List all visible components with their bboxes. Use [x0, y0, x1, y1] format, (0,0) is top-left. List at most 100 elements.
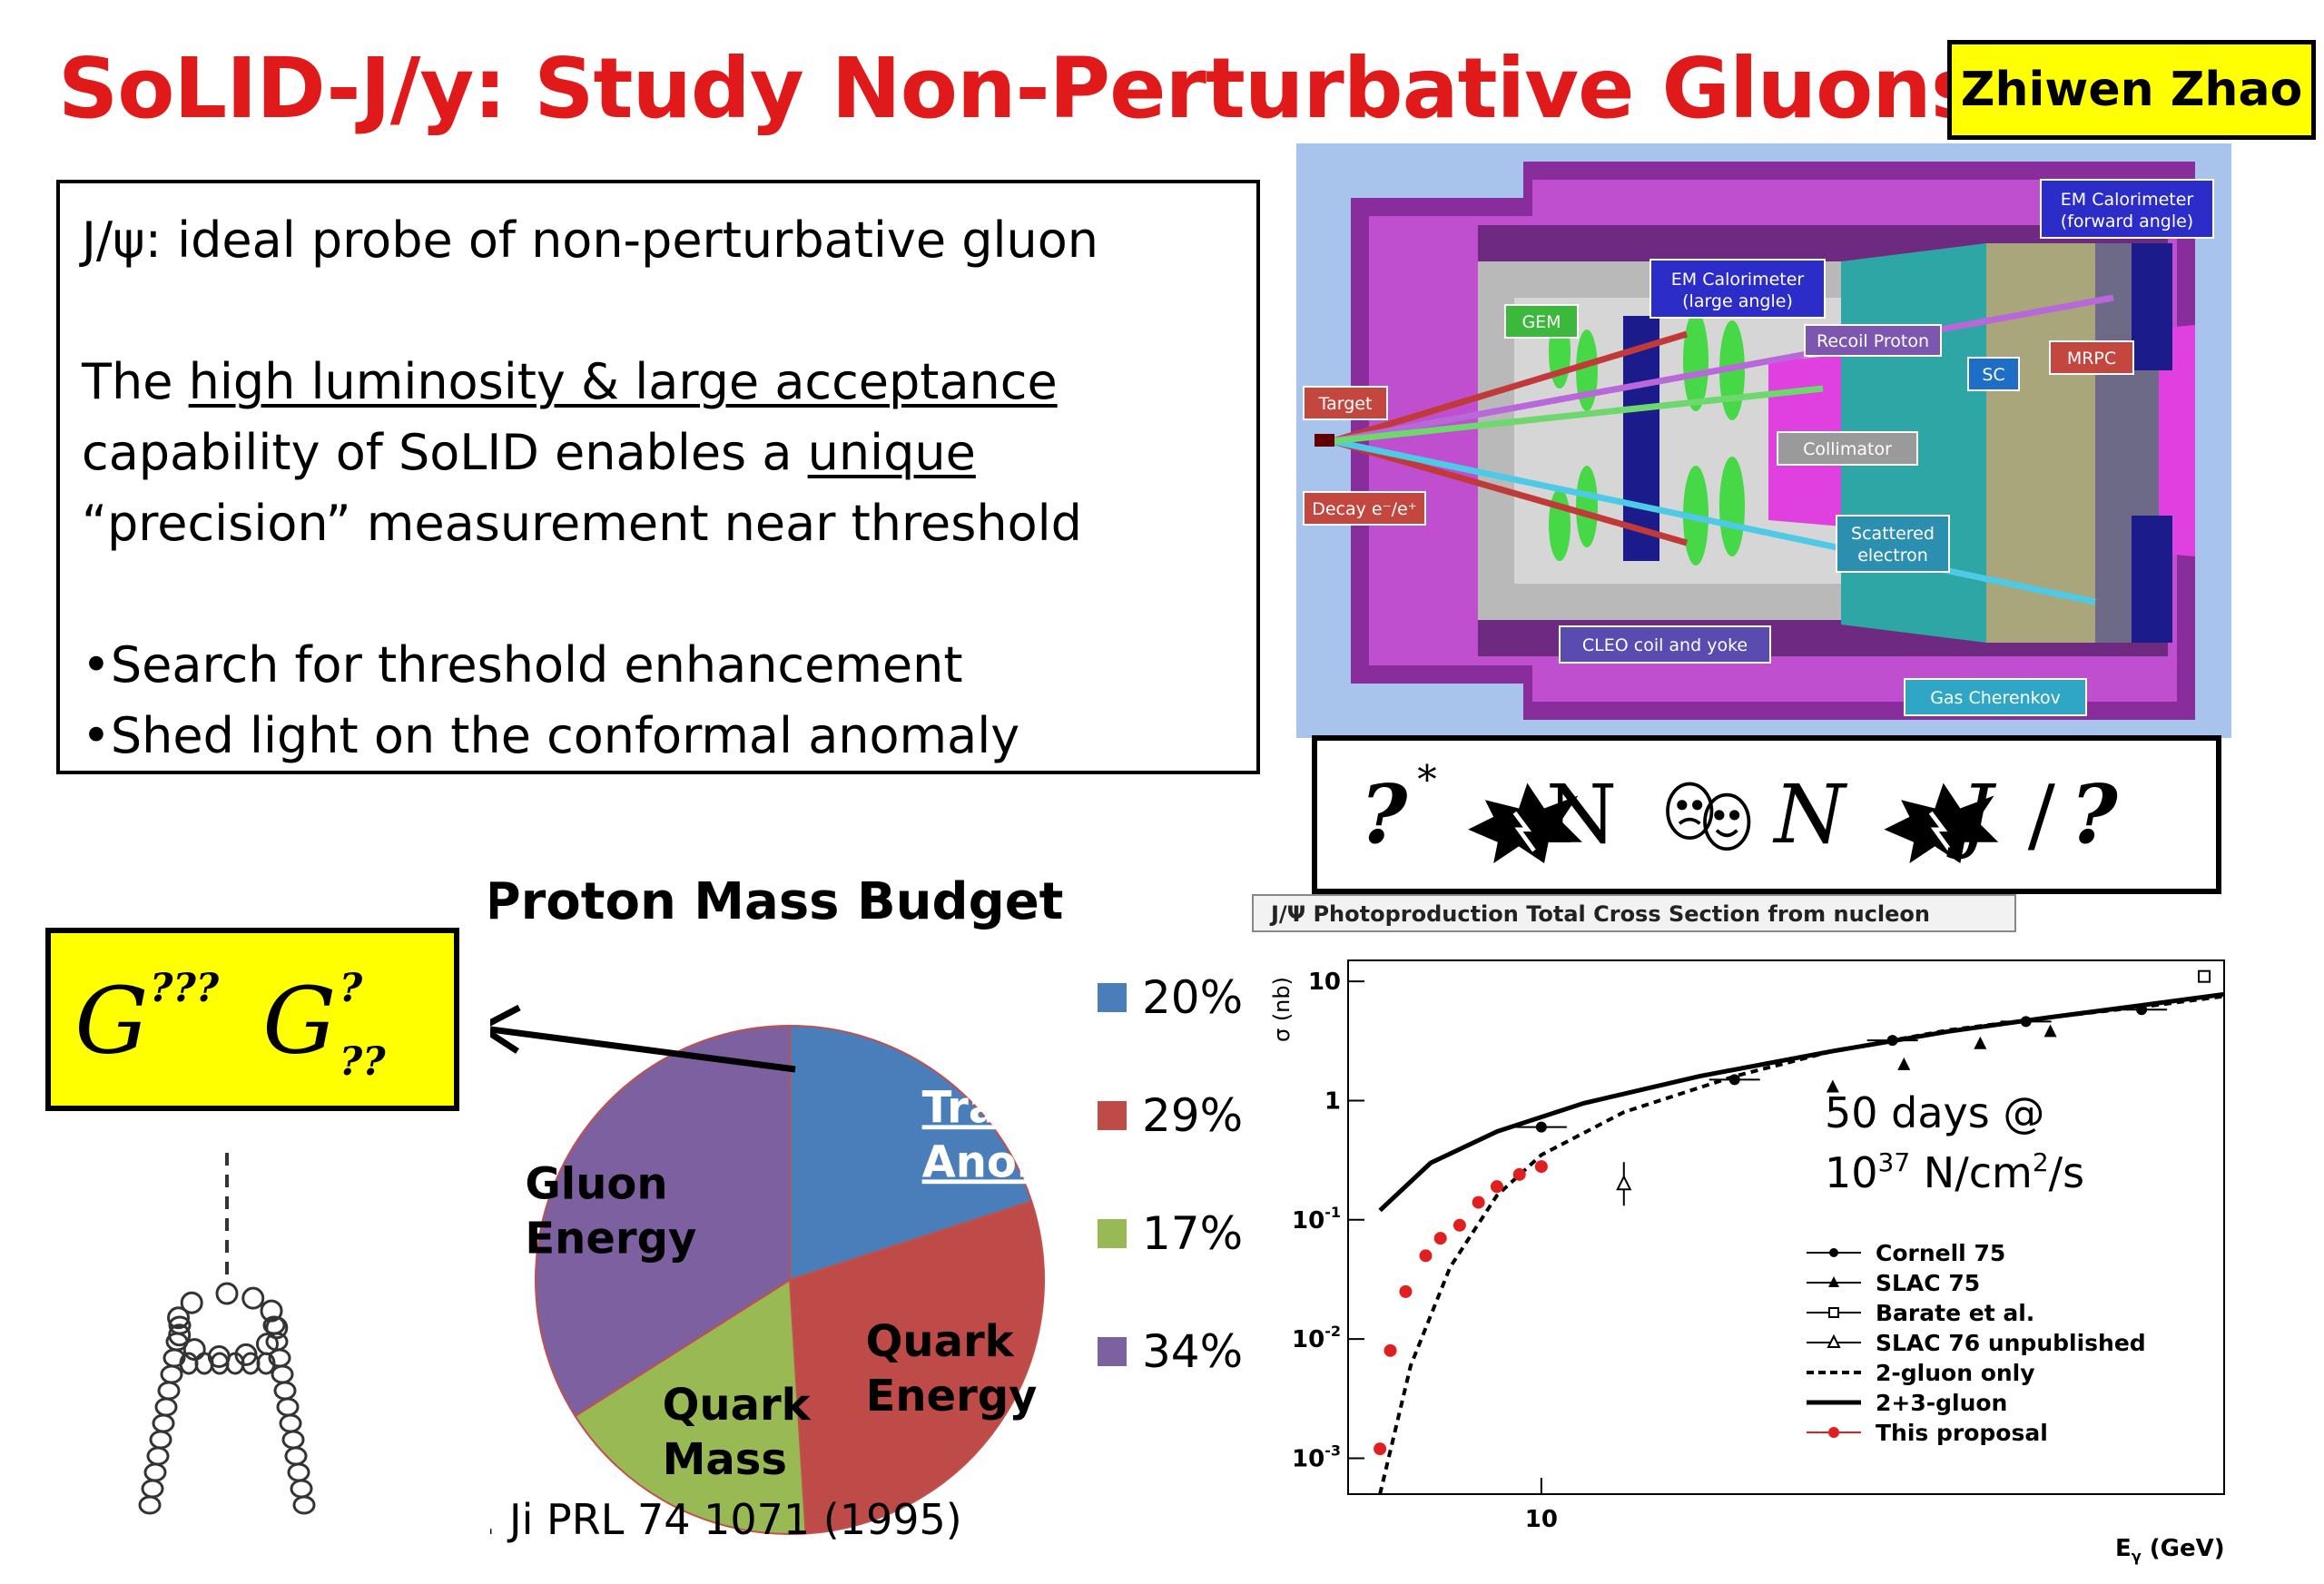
probe-line: J/ψ: ideal probe of non-perturbative glu… — [82, 212, 1098, 269]
bullet-anomaly: •Shed light on the conformal anomaly — [82, 707, 1020, 764]
pie-label-trace-anomaly-1: Anomaly — [922, 1136, 1135, 1187]
label-mrpc: MRPC — [2067, 349, 2116, 369]
pie-label-gluon-energy-1: Energy — [525, 1213, 696, 1264]
legend-label-2-gluon-only: 2-gluon only — [1876, 1360, 2035, 1386]
point-this-proposal-4 — [1433, 1232, 1447, 1245]
label-sc: SC — [1982, 365, 2004, 385]
legend-label-2-3-gluon: 2+3-gluon — [1876, 1390, 2007, 1416]
gluon-operator-box: G ??? G ? ?? — [45, 928, 459, 1111]
pie-label-quark-energy-1: Energy — [866, 1371, 1038, 1422]
legend-pct-3: 34% — [1142, 1325, 1243, 1378]
slide-title: SoLID-J/y: Study Non-Perturbative Gluons — [58, 40, 1981, 137]
point-this-proposal-5 — [1452, 1218, 1466, 1232]
capability-line: capability of SoLID enables a unique — [82, 418, 1235, 488]
legend-swatch-0 — [1096, 981, 1128, 1014]
ytick-label-1: 1 — [1324, 1087, 1341, 1115]
label-gem: GEM — [1521, 312, 1561, 332]
point-this-proposal-8 — [1512, 1167, 1526, 1181]
ytick-label-4: 10-3 — [1292, 1441, 1341, 1472]
legend-marker-slac-76-unpublished — [1827, 1333, 1841, 1348]
luminosity-underlined: high luminosity & large acceptance — [188, 353, 1058, 410]
virtual-star: * — [1417, 758, 1436, 803]
operator-g1: G — [74, 968, 148, 1075]
jpsi-cross-section-plot: J/Ψ Photoproduction Total Cross Section … — [1252, 894, 2225, 1565]
point-this-proposal-1 — [1384, 1343, 1397, 1357]
legend-pct-2: 17% — [1142, 1207, 1243, 1260]
theater-masks-icon — [1666, 782, 1751, 851]
point-this-proposal-7 — [1490, 1180, 1503, 1194]
point-this-proposal-2 — [1399, 1284, 1413, 1298]
bullet-threshold: •Search for threshold enhancement — [82, 636, 963, 694]
point-slac-75-0 — [1826, 1079, 1839, 1093]
xtick-label: 10 — [1525, 1506, 1558, 1533]
legend-label-cornell-75: Cornell 75 — [1876, 1240, 2005, 1266]
label-recoil-proton: Recoil Proton — [1817, 331, 1929, 351]
x-axis-label-unit: (GeV) — [2142, 1535, 2225, 1562]
pointer-arrow-line — [490, 1026, 796, 1073]
pointer-arrow-head-icon — [490, 1004, 521, 1054]
anno-exp: 37 — [1878, 1147, 1911, 1177]
precision-line: “precision” measurement near threshold — [82, 495, 1082, 552]
x-axis-label-e: E — [2115, 1535, 2132, 1562]
anno-exp2: 2 — [2033, 1147, 2049, 1177]
point-this-proposal-6 — [1472, 1195, 1485, 1209]
plot-header: J/Ψ Photoproduction Total Cross Section … — [1269, 901, 1930, 927]
reaction-equation: ? * N N J / ? — [1312, 735, 2221, 894]
point-barate-et-al--0 — [2198, 969, 2211, 983]
point-cornell-75-0 — [1535, 1121, 1547, 1133]
y-axis-label: σ (nb) — [1269, 977, 1295, 1042]
pie-citation: X. Ji PRL 74 1071 (1995) — [490, 1495, 962, 1544]
label-cherenkov: Gas Cherenkov — [1930, 688, 2061, 708]
psi-symbol: ? — [2070, 767, 2119, 862]
operator-sub2: ?? — [340, 1038, 386, 1085]
summary-textbox: J/ψ: ideal probe of non-perturbative glu… — [56, 180, 1260, 774]
legend-pct-0: 20% — [1142, 971, 1243, 1024]
point-slac-75-1 — [1897, 1057, 1911, 1070]
plot-frame — [1347, 959, 2225, 1495]
author-badge: Zhiwen Zhao — [1947, 40, 2316, 140]
arrow-glyph-1-icon — [1468, 782, 1582, 864]
ytick-label-2: 10-1 — [1292, 1204, 1341, 1235]
point-slac-76-unpublished-0 — [1616, 1175, 1632, 1191]
label-collimator: Collimator — [1803, 439, 1892, 459]
legend-marker-barate-et-al- — [1828, 1307, 1839, 1318]
pie-label-quark-mass-0: Quark — [663, 1380, 812, 1431]
gluon-coil-path — [138, 1282, 316, 1515]
gamma-symbol: ? — [1360, 767, 1409, 862]
operator-sup1: ??? — [150, 965, 220, 1011]
anno-post: /s — [2049, 1148, 2084, 1197]
point-cornell-75-3 — [2020, 1016, 2032, 1028]
slash-symbol: / — [2028, 768, 2056, 862]
nucleon-1: N — [1546, 768, 1617, 862]
x-axis-label: Eγ (GeV) — [2115, 1535, 2225, 1565]
pie-slice-quark-mass — [574, 1278, 807, 1535]
pie-label-quark-mass-1: Mass — [663, 1434, 787, 1485]
point-cornell-75-2 — [1886, 1035, 1898, 1047]
nucleon-2: N — [1772, 768, 1847, 862]
legend-marker-slac-75 — [1828, 1276, 1839, 1287]
luminosity-annotation-2: 1037 N/cm2/s — [1825, 1147, 2084, 1197]
point-this-proposal-0 — [1374, 1442, 1387, 1456]
x-axis-label-sub: γ — [2132, 1548, 2142, 1565]
pie-label-quark-energy-0: Quark — [866, 1316, 1015, 1367]
legend-label-slac-76-unpublished: SLAC 76 unpublished — [1876, 1330, 2146, 1356]
point-slac-75-3 — [2043, 1024, 2057, 1038]
luminosity-annotation-1: 50 days @ — [1825, 1088, 2044, 1137]
anno-mid: N/cm — [1910, 1148, 2033, 1197]
label-decay: Decay e⁻/e⁺ — [1312, 499, 1417, 519]
ytick-label-3: 10-2 — [1292, 1323, 1341, 1353]
proton-mass-pie-chart: Proton Mass Budget TraceAnomalyQuarkEner… — [490, 872, 1243, 1544]
arrow-glyph-2-icon — [1884, 782, 1999, 864]
operator-sup2: ? — [340, 965, 363, 1011]
curve-2-3-gluon — [1378, 991, 2225, 1213]
label-em-large-1: EM Calorimeter — [1671, 270, 1805, 290]
unique-underlined: unique — [807, 424, 976, 481]
point-this-proposal-3 — [1419, 1249, 1433, 1263]
luminosity-line-pre: The — [82, 353, 189, 410]
pie-slice-gluon-energy — [535, 1024, 791, 1418]
pie-title: Proton Mass Budget — [490, 872, 1063, 931]
point-slac-75-2 — [1974, 1036, 1987, 1049]
label-em-forward-1: EM Calorimeter — [2061, 190, 2194, 210]
pie-label-trace-anomaly-0: Trace — [922, 1082, 1054, 1133]
pie-slice-trace-anomaly — [789, 1024, 1033, 1282]
